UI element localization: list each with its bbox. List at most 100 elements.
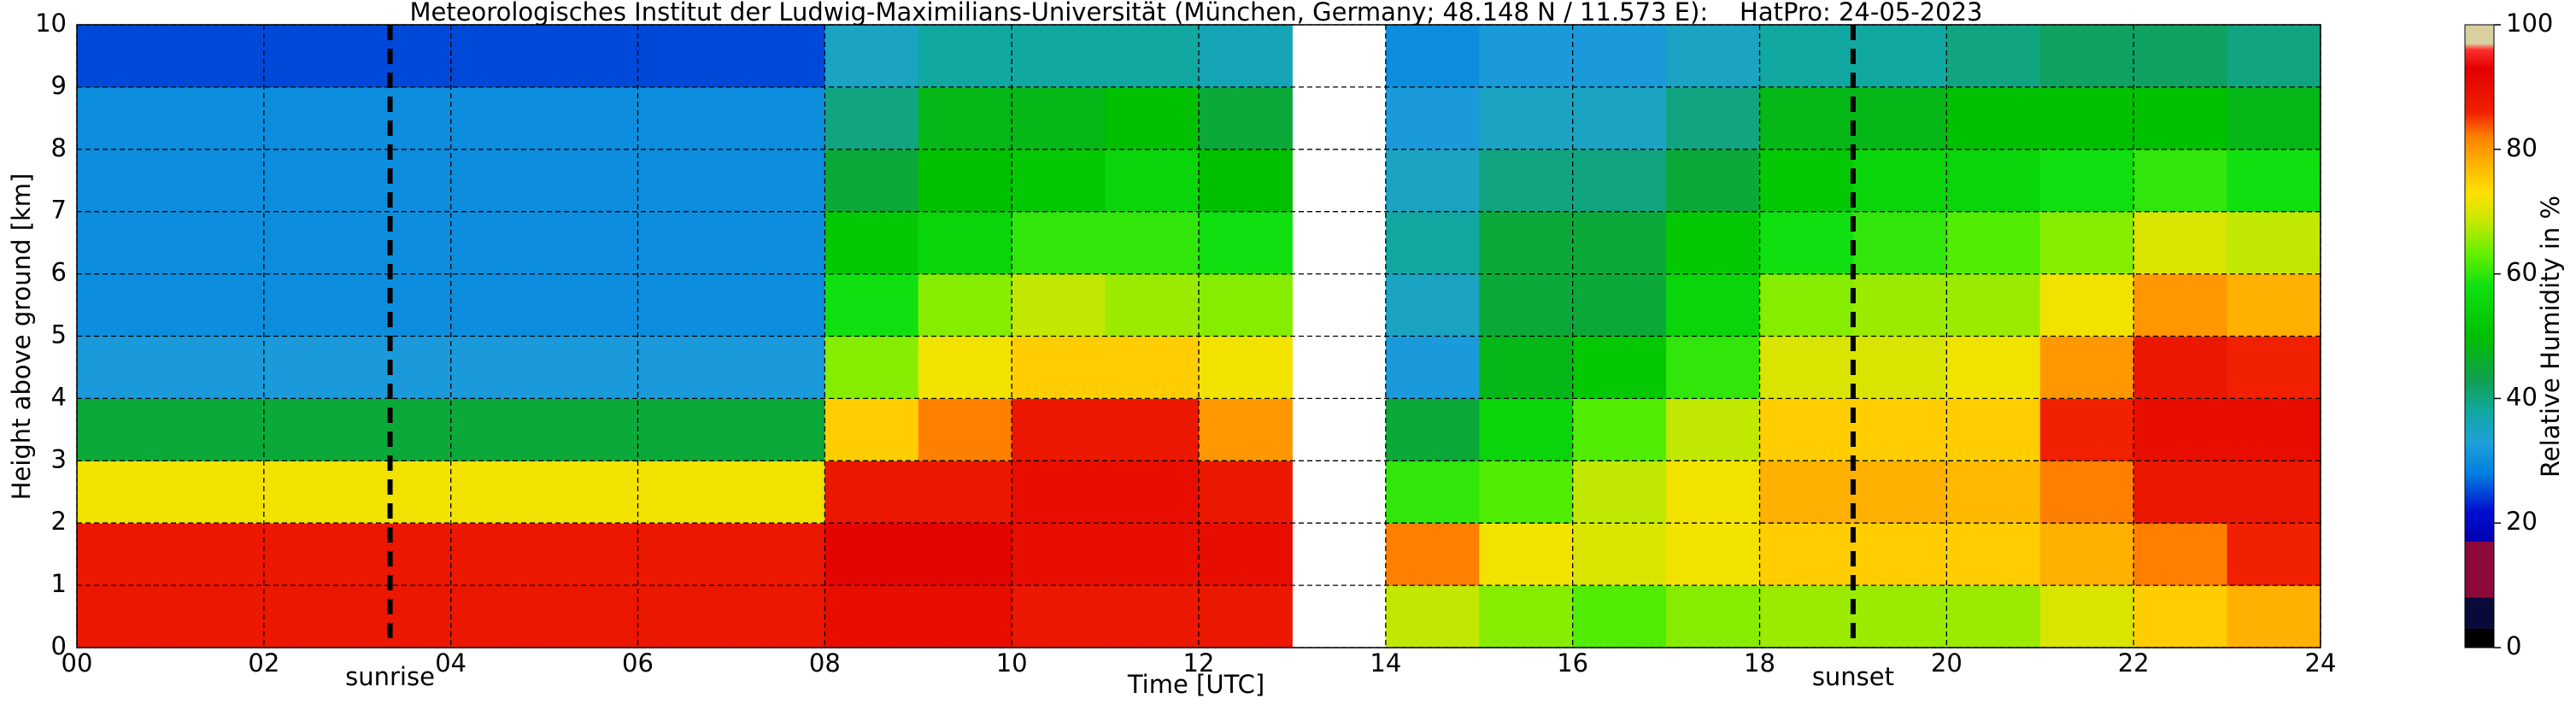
heatmap-cell: [2133, 149, 2228, 213]
heatmap-cell: [1012, 211, 1106, 275]
heatmap-cell: [2227, 585, 2321, 648]
heatmap-cell: [170, 86, 265, 150]
heatmap-cell: [2133, 25, 2228, 88]
heatmap-cell: [1759, 336, 1854, 399]
y-axis-label: Height above ground [km]: [7, 173, 36, 501]
heatmap-cell: [544, 398, 638, 461]
heatmap-cell: [77, 149, 171, 213]
heatmap-cell: [1479, 25, 1574, 88]
heatmap-cell: [1012, 585, 1106, 648]
heatmap-cell: [170, 336, 265, 399]
heatmap-cell: [637, 336, 732, 399]
heatmap-cell: [1852, 336, 1947, 399]
y-tick-label: 9: [51, 71, 67, 100]
heatmap-cell: [2133, 523, 2228, 586]
heatmap-cell: [1199, 273, 1293, 337]
heatmap-cell: [2039, 523, 2134, 586]
heatmap-cell: [263, 149, 358, 213]
annotation-label: sunset: [1812, 662, 1894, 691]
heatmap-cell: [263, 461, 358, 524]
heatmap-cell: [1572, 273, 1667, 337]
heatmap-cell: [637, 211, 732, 275]
heatmap-cell: [263, 25, 358, 88]
heatmap-cell: [2133, 273, 2228, 337]
heatmap-cell: [637, 461, 732, 524]
heatmap-cell: [731, 585, 825, 648]
annotation-label: sunrise: [345, 662, 435, 691]
heatmap-cell: [1385, 25, 1480, 88]
colorbar-tick-label: 40: [2506, 382, 2538, 411]
heatmap-cell: [1759, 523, 1854, 586]
heatmap-cell: [1012, 149, 1106, 213]
colorbar-tick-label: 20: [2506, 507, 2538, 536]
heatmap-cell: [1385, 86, 1480, 150]
heatmap-cell: [1105, 149, 1200, 213]
heatmap-cell: [1199, 211, 1293, 275]
heatmap-cell: [2039, 461, 2134, 524]
heatmap-cell: [637, 585, 732, 648]
heatmap-cell: [263, 273, 358, 337]
heatmap-cell: [544, 336, 638, 399]
x-tick-label: 14: [1370, 648, 1401, 678]
heatmap-cell: [170, 25, 265, 88]
colorbar-tick-label: 80: [2506, 133, 2538, 162]
heatmap-cell: [450, 461, 545, 524]
heatmap-cell: [544, 273, 638, 337]
heatmap-cell: [450, 273, 545, 337]
heatmap-cell: [77, 336, 171, 399]
heatmap-cell: [1759, 398, 1854, 461]
heatmap-cell: [824, 149, 919, 213]
heatmap-cell: [731, 398, 825, 461]
heatmap-cell: [170, 273, 265, 337]
heatmap-cell: [1479, 336, 1574, 399]
heatmap-cell: [2039, 25, 2134, 88]
y-tick-label: 6: [51, 258, 67, 287]
x-tick-label: 18: [1744, 648, 1775, 678]
heatmap-cell: [1759, 86, 1854, 150]
x-tick-label: 02: [248, 648, 279, 678]
x-tick-label: 00: [62, 648, 93, 678]
heatmap-cell: [544, 585, 638, 648]
heatmap-cell: [1759, 25, 1854, 88]
heatmap-cell: [170, 211, 265, 275]
heatmap-cell: [1572, 149, 1667, 213]
heatmap-cell: [1946, 461, 2041, 524]
heatmap-cell: [1852, 273, 1947, 337]
heatmap-cell: [1199, 398, 1293, 461]
heatmap-cell: [77, 585, 171, 648]
heatmap-cell: [357, 273, 452, 337]
heatmap-cell: [1199, 86, 1293, 150]
heatmap-cell: [1572, 523, 1667, 586]
heatmap-cell: [2039, 585, 2134, 648]
heatmap-cell: [357, 25, 452, 88]
heatmap-cell: [1479, 585, 1574, 648]
heatmap-cell: [1105, 211, 1200, 275]
colorbar-tick-label: 60: [2506, 258, 2538, 287]
heatmap-cell: [2227, 25, 2321, 88]
heatmap-cell: [2039, 86, 2134, 150]
heatmap-cell: [1385, 523, 1480, 586]
heatmap-cell: [1759, 273, 1854, 337]
heatmap-cell: [1012, 25, 1106, 88]
heatmap-cell: [1852, 86, 1947, 150]
heatmap-cell: [77, 25, 171, 88]
heatmap-cell: [1572, 585, 1667, 648]
heatmap-cell: [1199, 585, 1293, 648]
heatmap-cell: [731, 523, 825, 586]
heatmap-cell: [1759, 211, 1854, 275]
heatmap-cell: [918, 336, 1012, 399]
heatmap-cell: [731, 461, 825, 524]
heatmap-cell: [824, 585, 919, 648]
x-tick-label: 12: [1183, 648, 1215, 678]
heatmap-cell: [1572, 25, 1667, 88]
heatmap-cell: [357, 336, 452, 399]
heatmap-cell: [2133, 398, 2228, 461]
heatmap-cell: [2039, 149, 2134, 213]
heatmap-cell: [544, 86, 638, 150]
heatmap-cell: [1572, 398, 1667, 461]
heatmap-cell: [1105, 523, 1200, 586]
heatmap-cell: [1012, 523, 1106, 586]
heatmap-cell: [1479, 273, 1574, 337]
heatmap-cell: [544, 523, 638, 586]
heatmap-cell: [1105, 585, 1200, 648]
